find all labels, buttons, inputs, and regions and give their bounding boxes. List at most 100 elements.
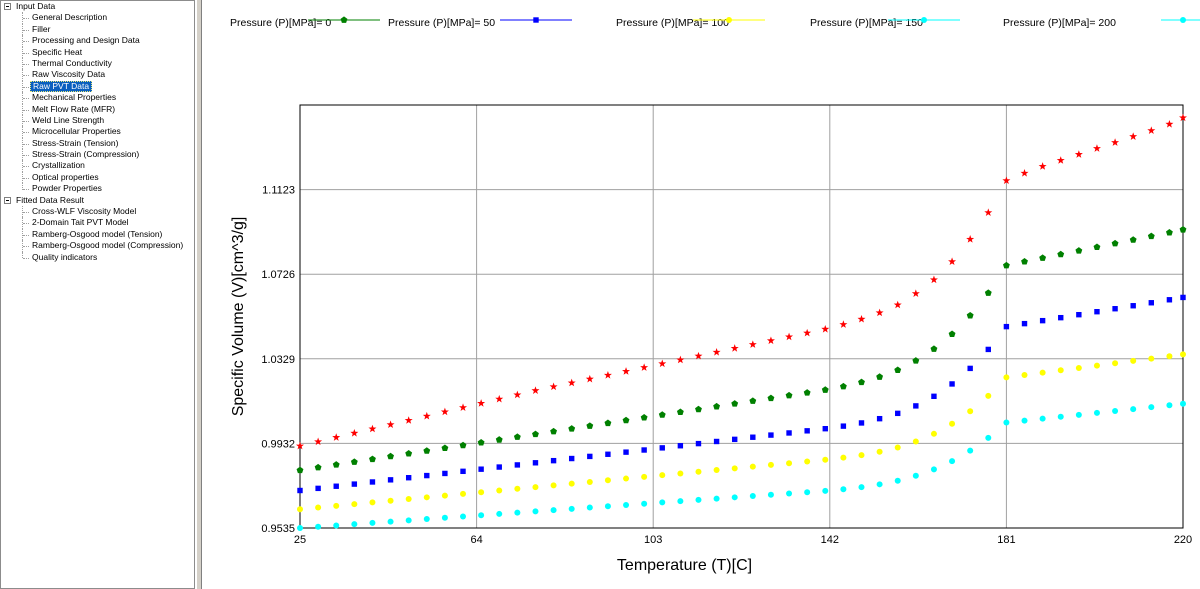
data-point — [676, 355, 685, 364]
data-point — [532, 484, 539, 491]
data-point — [803, 389, 811, 396]
tree-connector — [23, 98, 29, 100]
data-point — [1130, 406, 1137, 413]
tree-item-general-description[interactable]: General Description — [1, 12, 194, 24]
data-point — [604, 503, 611, 510]
data-point — [1180, 400, 1186, 407]
tree-item-stress-strain-compression[interactable]: Stress-Strain (Compression) — [1, 149, 194, 161]
data-point — [297, 525, 303, 531]
data-point — [1075, 364, 1082, 371]
legend-label: Pressure (P)[MPa]= 150 — [810, 17, 923, 29]
tree-connector — [22, 35, 23, 47]
tree-item-powder-properties[interactable]: Powder Properties — [1, 183, 194, 194]
tree-connector — [23, 41, 29, 43]
tree-group-fitted-data-result[interactable]: Fitted Data Result — [1, 195, 194, 206]
data-point — [603, 371, 612, 379]
data-point — [1075, 247, 1083, 254]
tree-connector — [22, 228, 23, 241]
data-point — [1112, 408, 1119, 415]
tree-connector — [23, 155, 29, 157]
tree-group-label: Input Data — [16, 1, 56, 11]
data-point — [405, 496, 412, 503]
data-point — [1129, 132, 1138, 140]
data-point — [568, 480, 575, 487]
tree-connector — [22, 126, 23, 138]
data-point — [1129, 236, 1137, 243]
data-point — [1166, 402, 1173, 409]
data-point — [1166, 353, 1173, 360]
tree-item-weld-line-strength[interactable]: Weld Line Strength — [1, 114, 194, 127]
tree-item-melt-flow-rate-mfr[interactable]: Melt Flow Rate (MFR) — [1, 103, 194, 115]
tree-connector — [23, 120, 29, 122]
collapse-icon[interactable] — [4, 196, 11, 204]
data-point — [478, 512, 485, 519]
data-point — [749, 463, 756, 470]
tree-item-raw-viscosity-data[interactable]: Raw Viscosity Data — [1, 69, 194, 81]
data-point — [405, 475, 412, 481]
data-point — [985, 434, 992, 441]
tree-group-input-data[interactable]: Input Data — [1, 1, 194, 12]
data-point — [659, 499, 666, 506]
tree-item-label: Melt Flow Rate (MFR) — [32, 103, 116, 114]
tree-item-raw-pvt-data[interactable]: Raw PVT Data — [1, 80, 194, 93]
data-point — [822, 456, 829, 463]
tree-connector — [22, 217, 23, 229]
tree-item-label: 2-Domain Tait PVT Model — [32, 217, 129, 228]
series-4 — [297, 400, 1186, 531]
data-point — [985, 346, 991, 353]
tree-item-label: Cross-WLF Viscosity Model — [32, 206, 137, 217]
panel-splitter[interactable] — [196, 0, 202, 589]
tree-item-stress-strain-tension[interactable]: Stress-Strain (Tension) — [1, 137, 194, 150]
tree-item-ramberg-osgood-model-tension[interactable]: Ramberg-Osgood model (Tension) — [1, 228, 194, 241]
data-point — [822, 487, 829, 494]
tree-item-2-domain-tait-pvt-model[interactable]: 2-Domain Tait PVT Model — [1, 217, 194, 229]
data-point — [513, 433, 521, 440]
data-point — [695, 496, 702, 503]
tree-connector — [22, 80, 23, 93]
tree-item-label: Raw PVT Data — [30, 80, 93, 93]
tree-connector — [23, 246, 29, 248]
data-point — [695, 468, 702, 475]
data-point — [296, 466, 304, 474]
data-point — [1039, 254, 1047, 261]
collapse-icon[interactable] — [4, 3, 11, 10]
data-point — [1021, 258, 1028, 265]
tree-item-thermal-conductivity[interactable]: Thermal Conductivity — [1, 57, 194, 70]
tree-connector — [22, 171, 23, 184]
data-point — [641, 447, 647, 453]
tree-item-processing-and-design-data[interactable]: Processing and Design Data — [1, 35, 194, 47]
tree-item-ramberg-osgood-model-compression[interactable]: Ramberg-Osgood model (Compression) — [1, 240, 194, 252]
data-point — [1021, 417, 1028, 424]
x-tick-label: 181 — [997, 534, 1015, 546]
data-point — [929, 275, 938, 284]
data-point — [876, 481, 883, 488]
data-point — [984, 208, 993, 217]
tree-item-crystallization[interactable]: Crystallization — [1, 160, 194, 172]
data-point — [949, 381, 955, 387]
tree-item-label: Optical properties — [32, 171, 99, 182]
tree-item-mechanical-properties[interactable]: Mechanical Properties — [1, 92, 194, 104]
tree-panel[interactable]: Input Data General Description Filler Proce… — [0, 0, 195, 589]
tree-connector — [22, 137, 23, 150]
data-point — [804, 489, 811, 496]
data-point — [1074, 150, 1083, 158]
data-point — [749, 397, 757, 404]
data-point — [876, 415, 883, 422]
data-point — [713, 402, 721, 410]
tree-item-microcellular-properties[interactable]: Microcellular Properties — [1, 126, 194, 138]
data-point — [623, 449, 629, 455]
data-point — [858, 484, 865, 491]
tree-item-filler[interactable]: Filler — [1, 23, 194, 36]
tree-item-label: Processing and Design Data — [32, 35, 140, 46]
tree-item-quality-indicators[interactable]: Quality indicators — [1, 251, 194, 263]
tree-item-cross-wlf-viscosity-model[interactable]: Cross-WLF Viscosity Model — [1, 206, 194, 218]
tree-connector — [22, 206, 23, 218]
data-point — [893, 300, 902, 309]
data-point — [949, 420, 956, 427]
series-1 — [296, 226, 1187, 474]
tree-item-specific-heat[interactable]: Specific Heat — [1, 46, 194, 58]
data-point — [459, 441, 467, 449]
tree-item-optical-properties[interactable]: Optical properties — [1, 171, 194, 184]
data-point — [804, 458, 811, 465]
data-point — [840, 423, 847, 429]
